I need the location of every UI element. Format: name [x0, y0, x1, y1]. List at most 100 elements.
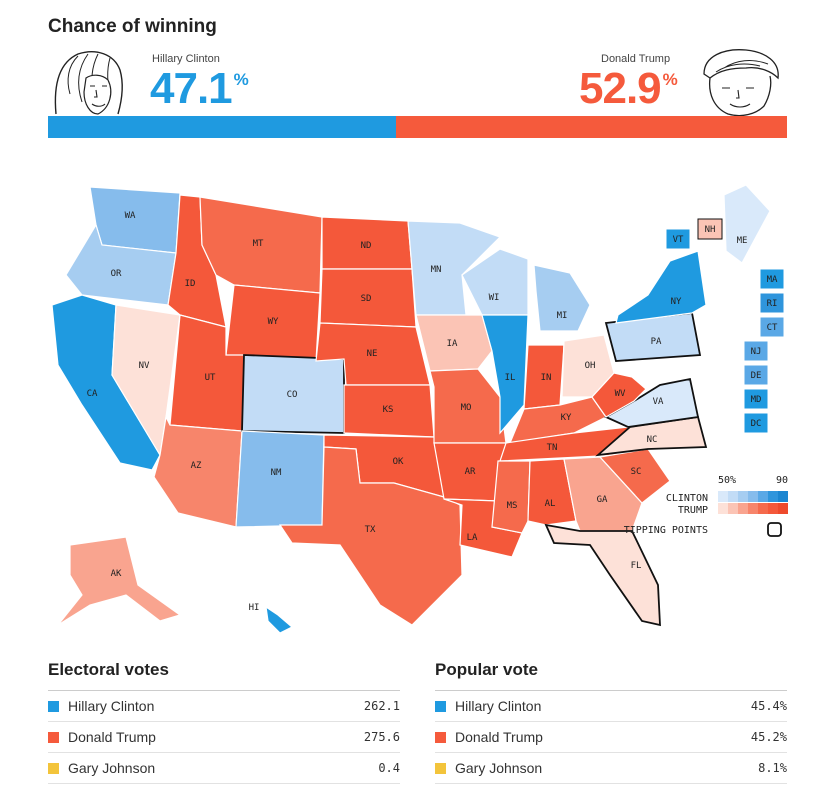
state-box-label-nj: NJ [751, 347, 762, 357]
legend-trump-label: TRUMP [678, 505, 708, 516]
state-ak[interactable] [57, 536, 182, 626]
state-label-ca: CA [87, 389, 98, 399]
popular-color-swatch [435, 731, 446, 743]
state-box-label-ct: CT [767, 323, 778, 333]
state-tx[interactable] [278, 446, 463, 626]
state-label-co: CO [287, 390, 298, 400]
state-label-mt: MT [253, 239, 264, 249]
state-box-ri[interactable] [759, 292, 785, 314]
state-ms[interactable] [491, 460, 531, 534]
state-box-label-de: DE [751, 371, 762, 381]
state-label-ms: MS [507, 501, 518, 511]
clinton-portrait-icon [54, 51, 123, 115]
state-hi[interactable] [265, 605, 294, 634]
state-label-sd: SD [361, 294, 372, 304]
legend-clinton-swatch [718, 491, 728, 502]
popular-value: 45.4% [750, 699, 787, 713]
state-ia[interactable] [415, 314, 493, 372]
state-label-hi: HI [249, 603, 260, 613]
state-box-dc[interactable] [743, 412, 769, 434]
state-label-ok: OK [393, 457, 404, 467]
legend-clinton-swatch [778, 491, 788, 502]
state-mi[interactable] [533, 264, 591, 332]
legend-clinton-swatch [758, 491, 768, 502]
state-ny[interactable] [615, 250, 707, 324]
state-label-nc: NC [647, 435, 658, 445]
legend-trump-swatch [778, 503, 788, 514]
state-label-ak: AK [111, 569, 122, 579]
popular-value: 8.1% [758, 761, 787, 775]
state-box-de[interactable] [743, 364, 769, 386]
state-ca[interactable] [51, 294, 161, 471]
state-label-wi: WI [489, 293, 500, 303]
legend-clinton-swatch [728, 491, 738, 502]
legend-tipping-swatch [767, 522, 782, 537]
electoral-candidate-name: Hillary Clinton [68, 698, 155, 714]
popular-candidate-name: Donald Trump [455, 729, 543, 745]
state-label-ks: KS [383, 405, 394, 415]
electoral-votes-title: Electoral votes [48, 660, 400, 691]
electoral-row: Gary Johnson 0.4 [48, 753, 400, 784]
state-box-label-ri: RI [767, 299, 778, 309]
legend-trump-swatch [758, 503, 768, 514]
state-wi[interactable] [461, 248, 529, 316]
popular-vote-panel: Popular vote Hillary Clinton 45.4% Donald … [435, 660, 787, 784]
state-label-il: IL [505, 373, 516, 383]
state-box-nj[interactable] [743, 340, 769, 362]
state-al[interactable] [527, 458, 577, 526]
state-label-ia: IA [447, 339, 458, 349]
state-label-tn: TN [547, 443, 558, 453]
electoral-value: 0.4 [378, 761, 400, 775]
state-label-mn: MN [431, 265, 442, 275]
trump-portrait-icon [703, 49, 779, 116]
state-az[interactable] [153, 415, 243, 528]
state-fl[interactable] [544, 523, 661, 627]
legend-clinton-label: CLINTON [666, 493, 708, 504]
state-label-az: AZ [191, 461, 202, 471]
electoral-candidate-name: Donald Trump [68, 729, 156, 745]
state-box-ct[interactable] [759, 316, 785, 338]
state-label-fl: FL [631, 561, 642, 571]
state-il[interactable] [481, 314, 529, 435]
page-title: Chance of winning [48, 16, 217, 37]
electoral-color-swatch [48, 700, 59, 712]
state-label-pa: PA [651, 337, 662, 347]
popular-value: 45.2% [750, 730, 787, 744]
clinton-percent: 47.1% [150, 64, 249, 113]
state-box-label-dc: DC [751, 419, 762, 429]
electoral-value: 262.1 [363, 699, 400, 713]
state-label-sc: SC [631, 467, 642, 477]
state-box-vt[interactable] [665, 228, 691, 250]
state-box-md[interactable] [743, 388, 769, 410]
electoral-votes-panel: Electoral votes Hillary Clinton 262.1 Dona… [48, 660, 400, 784]
state-wv[interactable] [591, 372, 647, 418]
state-label-ne: NE [367, 349, 378, 359]
state-label-nv: NV [139, 361, 150, 371]
state-label-mo: MO [461, 403, 472, 413]
state-label-or: OR [111, 269, 122, 279]
us-forecast-map: WA OR CA NV ID MT WY UT AZ CO NM ND SD NE KS OK TX MN IA MO… [51, 184, 788, 634]
state-me[interactable] [723, 184, 771, 264]
state-box-ma[interactable] [759, 268, 785, 290]
electoral-row: Donald Trump 275.6 [48, 722, 400, 753]
state-box-label-md: MD [751, 395, 762, 405]
legend-scale-low: 50% [718, 475, 736, 486]
state-box-nh[interactable] [697, 218, 723, 240]
state-mn[interactable] [407, 220, 502, 316]
legend-trump-swatch [748, 503, 758, 514]
state-label-nm: NM [271, 468, 282, 478]
popular-row: Gary Johnson 8.1% [435, 753, 787, 784]
trump-name: Donald Trump [601, 53, 671, 65]
legend-trump-swatch [738, 503, 748, 514]
legend-scale-high: 90 [776, 475, 788, 486]
state-label-ut: UT [205, 373, 216, 383]
legend-clinton-swatch [738, 491, 748, 502]
state-label-ky: KY [561, 413, 572, 423]
state-label-ga: GA [597, 495, 608, 505]
legend-clinton-swatch [748, 491, 758, 502]
state-nc[interactable] [595, 415, 708, 457]
state-box-label-ma: MA [767, 275, 778, 285]
state-nm[interactable] [235, 430, 325, 528]
state-label-la: LA [467, 533, 478, 543]
legend-clinton-swatch [768, 491, 778, 502]
